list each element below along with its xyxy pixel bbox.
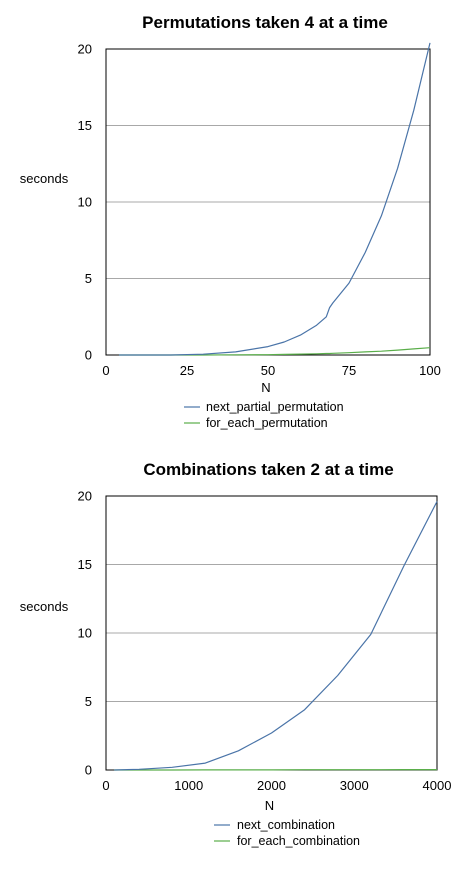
y-tick-label: 5 xyxy=(85,271,92,286)
y-tick-label: 0 xyxy=(85,348,92,363)
y-tick-label: 0 xyxy=(85,763,92,778)
legend-label: next_combination xyxy=(237,818,335,832)
legend-label: next_partial_permutation xyxy=(206,400,344,414)
x-tick-label: 50 xyxy=(261,363,275,378)
x-tick-label: 2000 xyxy=(257,778,286,793)
x-tick-label: 100 xyxy=(419,363,441,378)
y-tick-label: 20 xyxy=(78,42,92,57)
x-axis-label: N xyxy=(261,380,270,395)
chart-title: Combinations taken 2 at a time xyxy=(143,460,393,479)
legend-label: for_each_combination xyxy=(237,834,360,848)
x-tick-label: 3000 xyxy=(340,778,369,793)
y-tick-label: 5 xyxy=(85,694,92,709)
x-axis-label: N xyxy=(265,798,274,813)
series-line-next-combination xyxy=(114,502,437,771)
chart-1: Permutations taken 4 at a time 0 5 10 15 20 0 2… xyxy=(20,13,441,430)
series-line-for-each-permutation xyxy=(119,348,430,355)
x-tick-label: 4000 xyxy=(423,778,452,793)
y-tick-label: 20 xyxy=(78,489,92,504)
x-tick-label: 75 xyxy=(342,363,356,378)
chart-2: Combinations taken 2 at a time 0 5 10 15 20 0 1… xyxy=(20,460,452,848)
y-tick-label: 10 xyxy=(78,195,92,210)
x-tick-label: 1000 xyxy=(174,778,203,793)
y-tick-label: 15 xyxy=(78,118,92,133)
x-tick-label: 0 xyxy=(102,778,109,793)
x-tick-label: 0 xyxy=(102,363,109,378)
y-tick-label: 15 xyxy=(78,557,92,572)
y-tick-label: 10 xyxy=(78,626,92,641)
chart-title: Permutations taken 4 at a time xyxy=(142,13,388,32)
series-line-next-partial-permutation xyxy=(119,43,430,355)
y-axis-label: seconds xyxy=(20,599,69,614)
x-tick-label: 25 xyxy=(180,363,194,378)
y-axis-label: seconds xyxy=(20,171,69,186)
legend-label: for_each_permutation xyxy=(206,416,328,430)
